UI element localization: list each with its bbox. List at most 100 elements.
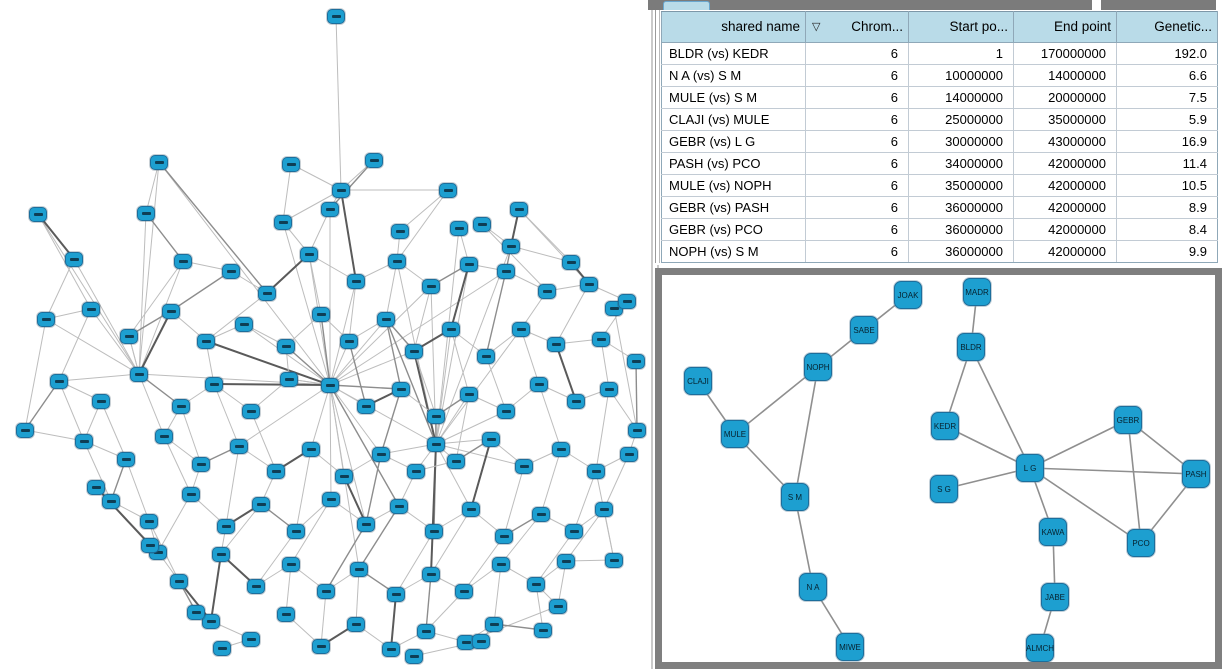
table-cell[interactable]: PASH (vs) PCO: [661, 152, 806, 175]
table-cell[interactable]: GEBR (vs) PCO: [661, 218, 806, 241]
table-cell[interactable]: 42000000: [1013, 152, 1117, 175]
overview-node-120[interactable]: [628, 422, 646, 438]
overview-node-96[interactable]: [317, 583, 335, 599]
overview-node-51[interactable]: [357, 398, 375, 414]
column-header-chromosome[interactable]: ▽ Chrom...: [805, 11, 909, 43]
overview-node-16[interactable]: [258, 285, 276, 301]
overview-node-32[interactable]: [277, 338, 295, 354]
detail-edge[interactable]: [734, 366, 819, 435]
overview-node-5[interactable]: [274, 214, 292, 230]
detail-node-NOPH[interactable]: NOPH: [804, 353, 832, 381]
detail-node-CLAJI[interactable]: CLAJI: [684, 367, 712, 395]
overview-node-89[interactable]: [565, 523, 583, 539]
overview-node-87[interactable]: [495, 528, 513, 544]
table-cell[interactable]: 11.4: [1116, 152, 1218, 175]
overview-edge[interactable]: [308, 253, 322, 315]
table-cell[interactable]: 7.5: [1116, 86, 1218, 109]
table-cell[interactable]: 6: [805, 240, 909, 263]
overview-edge[interactable]: [213, 383, 240, 447]
table-cell[interactable]: 20000000: [1013, 86, 1117, 109]
overview-edge[interactable]: [210, 553, 222, 622]
overview-edge[interactable]: [463, 535, 505, 592]
table-cell[interactable]: 16.9: [1116, 130, 1218, 153]
detail-node-BLDR[interactable]: BLDR: [957, 333, 985, 361]
table-cell[interactable]: MULE (vs) S M: [661, 86, 806, 109]
overview-node-13[interactable]: [65, 251, 83, 267]
overview-node-62[interactable]: [192, 456, 210, 472]
overview-node-4[interactable]: [137, 205, 155, 221]
overview-node-98[interactable]: [387, 586, 405, 602]
detail-edge[interactable]: [1029, 467, 1142, 544]
overview-node-46[interactable]: [172, 398, 190, 414]
table-cell[interactable]: 35000000: [908, 174, 1014, 197]
overview-node-81[interactable]: [287, 523, 305, 539]
overview-node-18[interactable]: [347, 273, 365, 289]
detail-node-L-G[interactable]: L G: [1016, 454, 1044, 482]
overview-node-86[interactable]: [462, 501, 480, 517]
overview-edge[interactable]: [348, 340, 367, 407]
overview-node-92[interactable]: [170, 573, 188, 589]
overview-edge[interactable]: [58, 308, 92, 382]
overview-node-14[interactable]: [174, 253, 192, 269]
overview-edge[interactable]: [310, 384, 331, 450]
overview-node-97[interactable]: [350, 561, 368, 577]
table-cell[interactable]: 6: [805, 174, 909, 197]
overview-node-56[interactable]: [530, 376, 548, 392]
table-row[interactable]: PASH (vs) PCO 6 34000000 42000000 11.4: [661, 152, 1218, 175]
detail-node-MIWE[interactable]: MIWE: [836, 633, 864, 661]
overview-edge[interactable]: [213, 383, 331, 386]
overview-edge[interactable]: [435, 245, 512, 445]
overview-edge[interactable]: [24, 380, 60, 431]
overview-edge[interactable]: [225, 445, 240, 527]
overview-node-82[interactable]: [322, 491, 340, 507]
table-cell[interactable]: 42000000: [1013, 240, 1117, 263]
overview-edge[interactable]: [128, 260, 184, 337]
overview-edge[interactable]: [329, 280, 357, 386]
detail-node-MADR[interactable]: MADR: [963, 278, 991, 306]
overview-node-106[interactable]: [277, 606, 295, 622]
overview-node-69[interactable]: [427, 436, 445, 452]
detail-node-PASH[interactable]: PASH: [1182, 460, 1210, 488]
overview-node-104[interactable]: [202, 613, 220, 629]
detail-node-N-A[interactable]: N A: [799, 573, 827, 601]
overview-edge[interactable]: [413, 285, 432, 352]
table-row[interactable]: MULE (vs) S M 6 14000000 20000000 7.5: [661, 86, 1218, 109]
overview-edge[interactable]: [329, 384, 367, 525]
overview-node-44[interactable]: [92, 393, 110, 409]
overview-edge[interactable]: [329, 285, 432, 386]
detail-node-S-M[interactable]: S M: [781, 483, 809, 511]
overview-edge[interactable]: [158, 161, 268, 294]
overview-node-17[interactable]: [300, 246, 318, 262]
overview-edge[interactable]: [396, 189, 449, 262]
overview-node-7[interactable]: [391, 223, 409, 239]
overview-edge[interactable]: [325, 523, 367, 592]
table-cell[interactable]: 14000000: [908, 86, 1014, 109]
overview-node-122[interactable]: [87, 479, 105, 495]
overview-edge[interactable]: [90, 308, 140, 375]
overview-edge[interactable]: [413, 350, 437, 445]
overview-edge[interactable]: [485, 270, 507, 357]
table-cell[interactable]: 36000000: [908, 196, 1014, 219]
overview-edge[interactable]: [320, 590, 327, 647]
overview-edge[interactable]: [73, 258, 140, 375]
overview-node-112[interactable]: [485, 616, 503, 632]
overview-edge[interactable]: [355, 568, 360, 625]
table-cell[interactable]: 36000000: [908, 240, 1014, 263]
overview-edge[interactable]: [450, 263, 470, 330]
overview-edge[interactable]: [138, 373, 165, 437]
overview-edge[interactable]: [83, 440, 112, 502]
overview-edge[interactable]: [380, 388, 402, 455]
overview-node-102[interactable]: [527, 576, 545, 592]
overview-node-79[interactable]: [217, 518, 235, 534]
table-cell[interactable]: 6: [805, 108, 909, 131]
overview-edge[interactable]: [603, 508, 615, 561]
overview-edge[interactable]: [329, 159, 375, 210]
overview-edge[interactable]: [145, 212, 184, 262]
table-row[interactable]: CLAJI (vs) MULE 6 25000000 35000000 5.9: [661, 108, 1218, 131]
table-row[interactable]: N A (vs) S M 6 10000000 14000000 6.6: [661, 64, 1218, 87]
overview-edge[interactable]: [45, 318, 140, 375]
overview-node-65[interactable]: [302, 441, 320, 457]
overview-node-107[interactable]: [312, 638, 330, 654]
overview-edge[interactable]: [320, 313, 331, 386]
overview-node-76[interactable]: [102, 493, 120, 509]
